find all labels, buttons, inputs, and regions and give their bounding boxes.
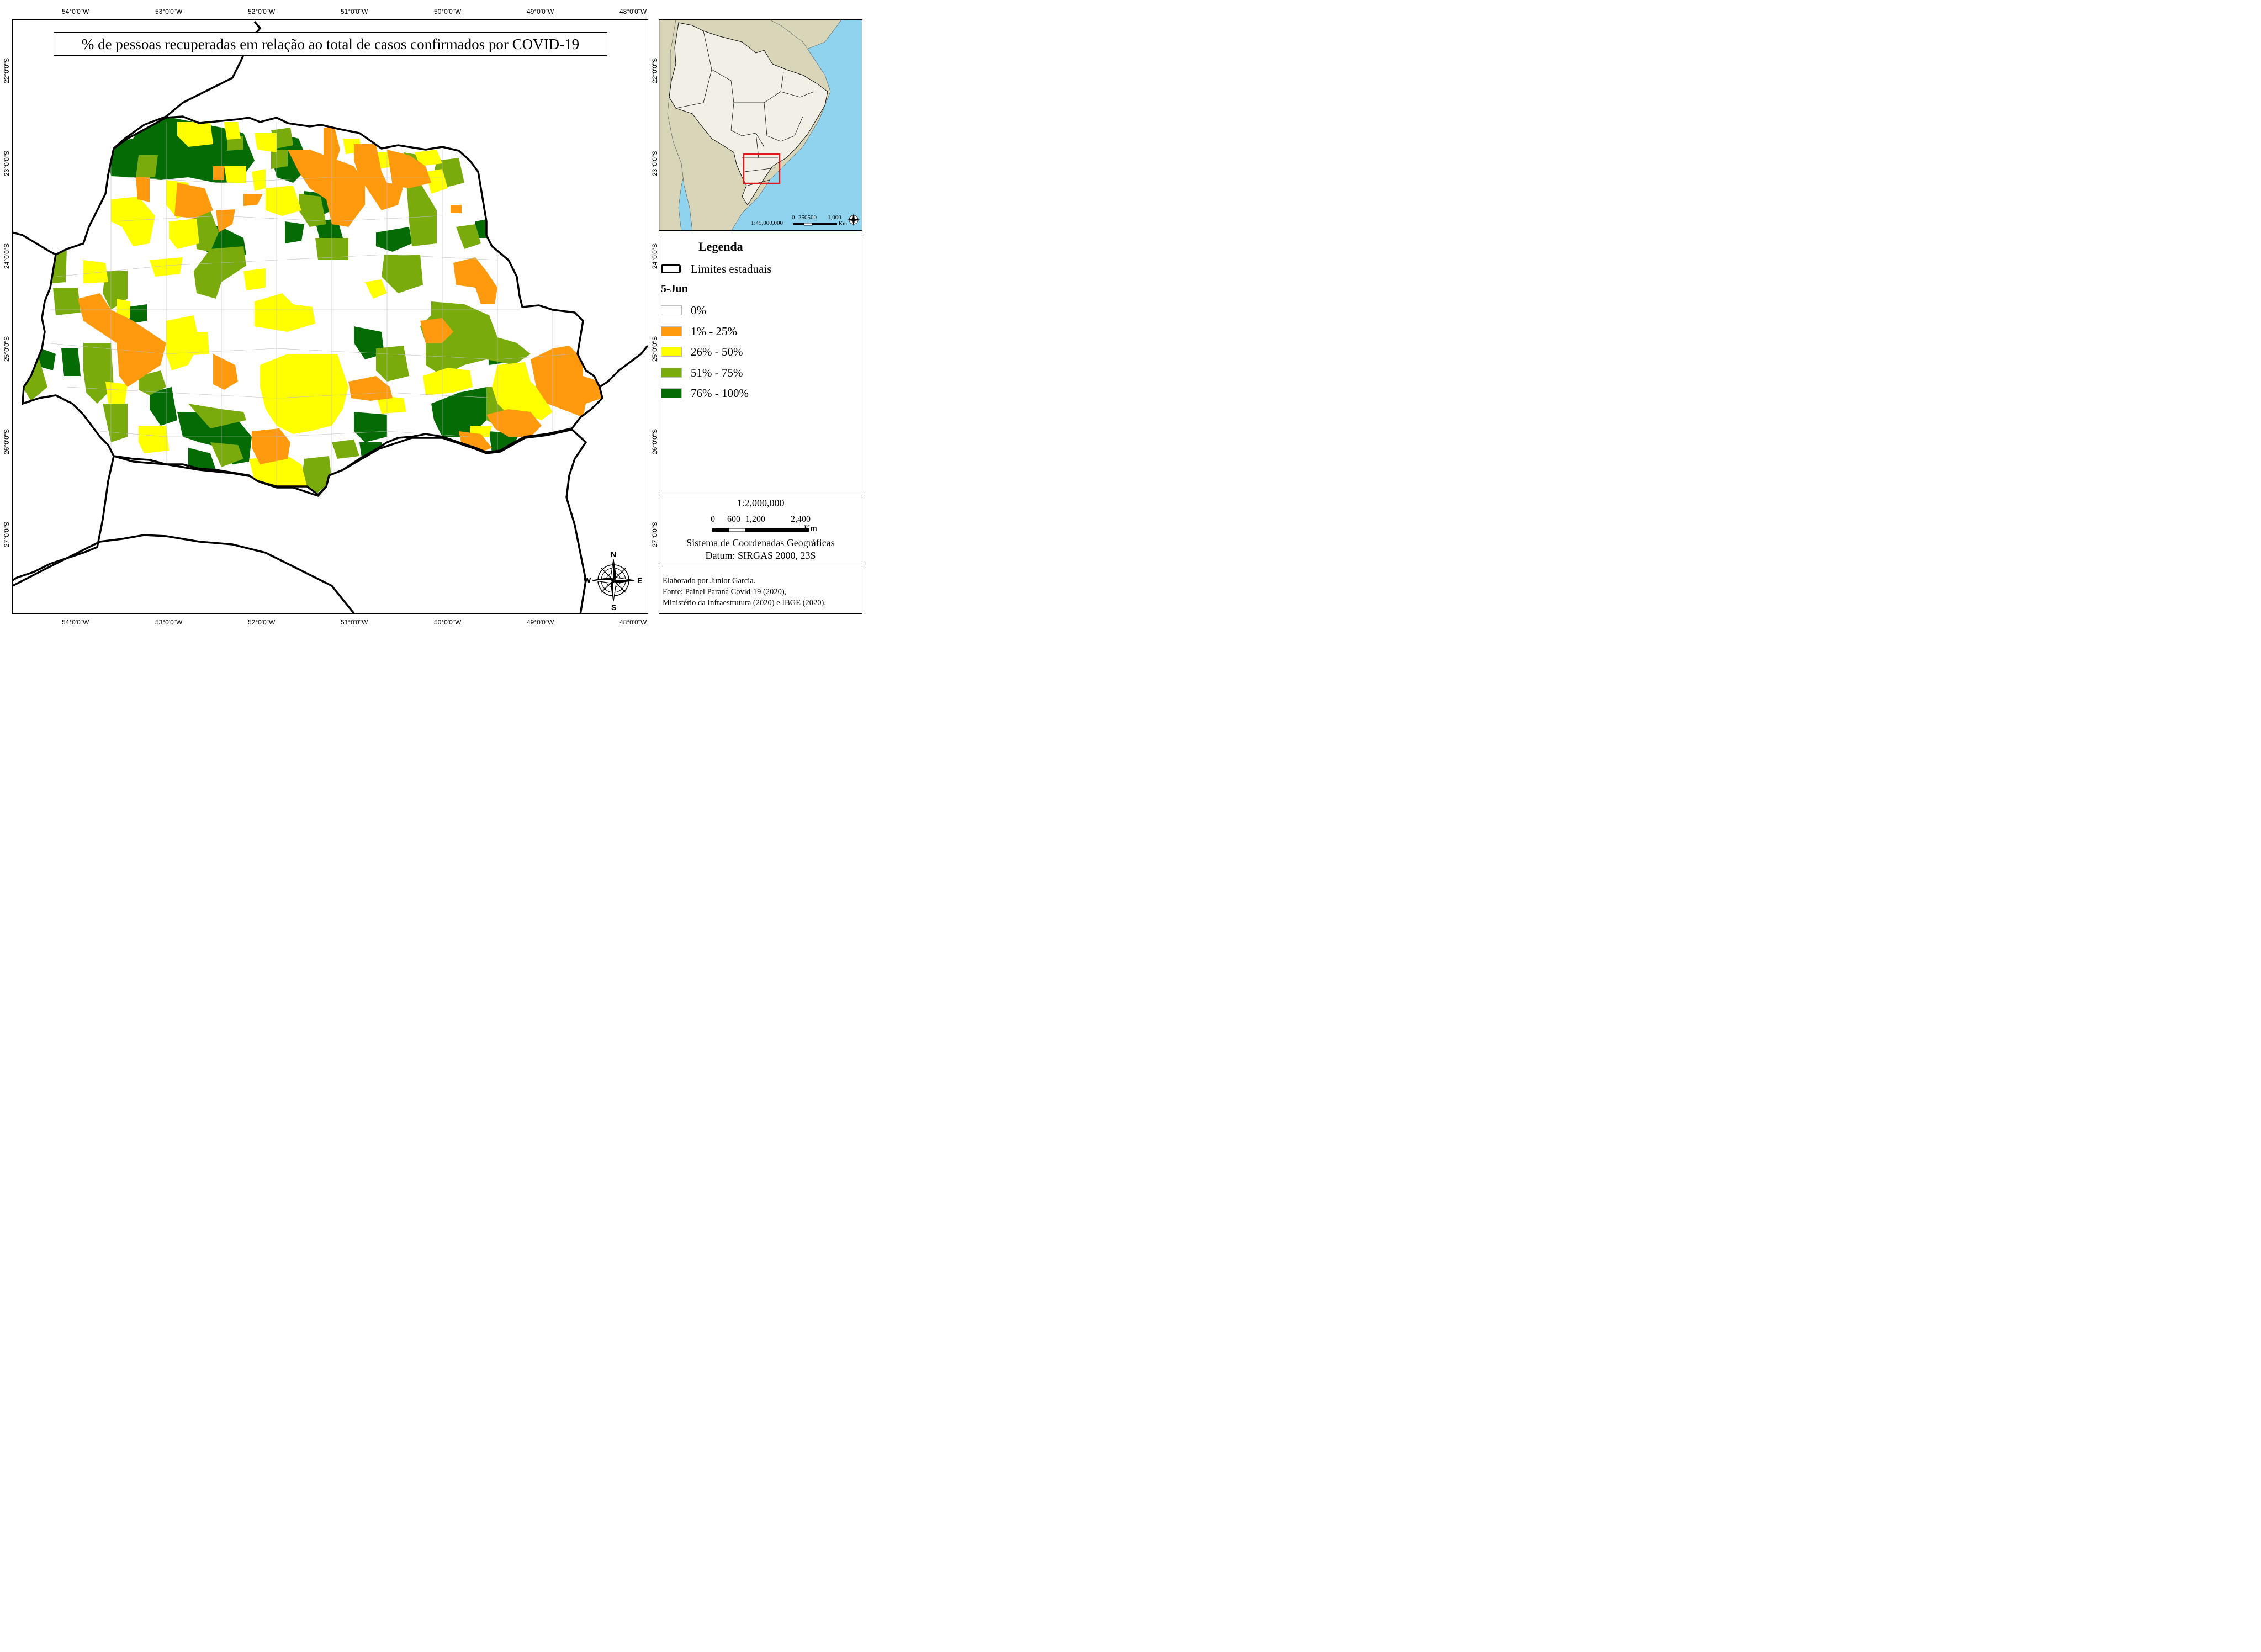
legend-swatch	[661, 305, 682, 315]
lon-tick-bottom: 52°0'0"W	[248, 618, 276, 626]
lat-tick-left: 24°0'0"S	[3, 243, 10, 269]
lon-tick-top: 52°0'0"W	[248, 8, 276, 15]
scale-ratio: 1:2,000,000	[737, 497, 785, 509]
inset-scale-label: 0	[792, 214, 795, 221]
inset-compass	[847, 213, 860, 226]
credit-source-2: Ministério da Infraestrutura (2020) e IB…	[663, 599, 826, 607]
brazil	[669, 22, 828, 205]
inset-scale-label: 250500	[798, 214, 817, 221]
inset-scale-label: 1,000	[828, 214, 841, 221]
lon-tick-top: 49°0'0"W	[527, 8, 554, 15]
map-title: % de pessoas recuperadas em relação ao t…	[54, 32, 607, 56]
lon-tick-top: 54°0'0"W	[62, 8, 89, 15]
lat-tick-left: 27°0'0"S	[3, 521, 10, 548]
lon-tick-bottom: 50°0'0"W	[434, 618, 462, 626]
brazil-state-lines	[675, 30, 814, 186]
lon-tick-top: 53°0'0"W	[155, 8, 183, 15]
boundary-label: Limites estaduais	[691, 262, 772, 276]
inset-scale-ratio: 1:45,000,000	[751, 220, 783, 226]
legend-class-2: 26% - 50%	[661, 345, 743, 358]
municipalities-1-25	[78, 128, 602, 464]
scale-unit: Km	[804, 524, 817, 533]
compass-s: S	[611, 603, 617, 612]
lon-tick-bottom: 49°0'0"W	[527, 618, 554, 626]
lat-tick-left: 25°0'0"S	[3, 336, 10, 362]
lat-tick-right: 22°0'0"S	[651, 57, 659, 84]
legend-label: 51% - 75%	[691, 366, 743, 379]
datum: Datum: SIRGAS 2000, 23S	[705, 550, 816, 561]
legend-class-3: 51% - 75%	[661, 366, 743, 379]
credit-source-1: Fonte: Painel Paraná Covid-19 (2020),	[663, 587, 787, 596]
legend-date: 5-Jun	[661, 283, 688, 295]
lon-tick-bottom: 51°0'0"W	[341, 618, 368, 626]
lon-tick-bottom: 48°0'0"W	[619, 618, 647, 626]
legend-label: 26% - 50%	[691, 345, 743, 358]
parana-highlight	[743, 153, 781, 184]
compass-rose	[592, 559, 635, 602]
lat-tick-right: 27°0'0"S	[651, 521, 659, 548]
credits-box	[659, 568, 862, 614]
inset-map-frame: 1:45,000,000 0 250500 1,000 Km	[659, 19, 862, 231]
legend-title: Legenda	[698, 240, 743, 253]
lon-tick-bottom: 54°0'0"W	[62, 618, 89, 626]
legend-class-0: 0%	[661, 303, 706, 317]
lat-tick-left: 22°0'0"S	[3, 57, 10, 84]
scale-bar	[712, 528, 809, 532]
lon-tick-bottom: 53°0'0"W	[155, 618, 183, 626]
lat-tick-left: 26°0'0"S	[3, 428, 10, 455]
lat-tick-right: 23°0'0"S	[651, 150, 659, 177]
legend-label: 1% - 25%	[691, 324, 737, 338]
inset-scale-unit: Km	[839, 221, 847, 227]
municipality-boundaries	[44, 122, 575, 486]
parana-map	[13, 20, 648, 613]
legend-item-boundary: Limites estaduais	[661, 262, 772, 276]
inset-scale-bar	[793, 223, 837, 226]
credit-author: Elaborado por Junior Garcia.	[663, 576, 756, 585]
legend-label: 0%	[691, 303, 706, 317]
boundary-swatch	[661, 264, 681, 273]
legend-class-1: 1% - 25%	[661, 324, 737, 338]
coord-system: Sistema de Coordenadas Geográficas	[686, 537, 835, 548]
lat-tick-right: 25°0'0"S	[651, 336, 659, 362]
legend-box	[659, 235, 862, 491]
lon-tick-top: 50°0'0"W	[434, 8, 462, 15]
lat-tick-right: 24°0'0"S	[651, 243, 659, 269]
lat-tick-left: 23°0'0"S	[3, 150, 10, 177]
lon-tick-top: 51°0'0"W	[341, 8, 368, 15]
scale-label: 1,200	[745, 515, 765, 524]
main-map-frame: % de pessoas recuperadas em relação ao t…	[12, 19, 648, 614]
scale-label: 600	[727, 515, 740, 524]
legend-swatch	[661, 368, 682, 378]
compass-n: N	[611, 550, 617, 559]
legend-class-4: 76% - 100%	[661, 386, 749, 400]
legend-swatch	[661, 347, 682, 357]
compass-w: W	[584, 576, 591, 585]
legend-swatch	[661, 326, 682, 336]
inset-map	[659, 20, 862, 230]
legend-swatch	[661, 388, 682, 398]
lon-tick-top: 48°0'0"W	[619, 8, 647, 15]
scale-label: 0	[711, 515, 715, 524]
legend-label: 76% - 100%	[691, 386, 749, 400]
compass-e: E	[637, 576, 643, 585]
scale-label: 2,400	[791, 515, 811, 524]
parana-outline	[22, 115, 603, 496]
lat-tick-right: 26°0'0"S	[651, 428, 659, 455]
